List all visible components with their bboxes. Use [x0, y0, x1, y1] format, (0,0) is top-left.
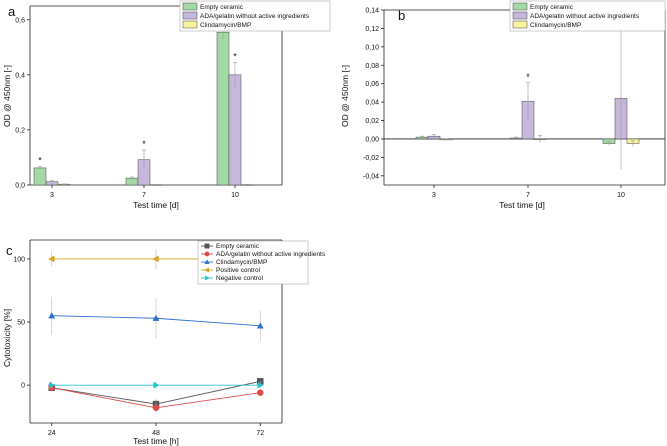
panel-a-ytick-label: 0,4 — [15, 72, 25, 79]
panel-b-legend-swatch — [512, 20, 528, 29]
panel-c-xtick-label: 48 — [152, 430, 160, 437]
panel-c-y-label: Cytotoxicity [%] — [2, 309, 12, 367]
panel-a-significance-marker: * — [233, 51, 237, 61]
panel-c-marker — [204, 267, 210, 273]
panel-c-xtick-label: 24 — [48, 430, 56, 437]
panel-c-legend-label: Empty ceramic — [216, 243, 260, 250]
panel-b-ytick-label: 0,14 — [365, 8, 379, 15]
panel-c-marker — [153, 381, 160, 389]
panel-c-marker — [204, 243, 210, 249]
panel-a-legend-label: Empty ceramic — [200, 4, 244, 11]
panel-a-significance-marker: * — [142, 139, 146, 149]
panel-c-legend-label: Clindamycin/BMP — [216, 259, 267, 266]
panel-c-xtick-label: 72 — [256, 430, 264, 437]
panel-b-legend-swatch — [512, 2, 528, 11]
panel-a-xtick-label: 3 — [50, 192, 54, 199]
panel-c-marker — [48, 255, 55, 263]
panel-b-legend-label: ADA/gelatin without active ingredients — [530, 13, 640, 20]
panel-c-legend-box — [197, 240, 309, 285]
panel-a-x-label: Test time [d] — [133, 200, 179, 210]
panel-b-x-label: Test time [d] — [499, 200, 545, 210]
panel-b-legend: Empty ceramic ADA/gelatin without active … — [509, 0, 666, 32]
panel-b-significance-marker: * — [526, 72, 530, 82]
panel-b-xtick-label: 10 — [617, 192, 625, 199]
panel-c-marker — [256, 322, 264, 329]
panel-c-marker — [257, 389, 264, 396]
panel-a-legend-label: Clindamycin/BMP — [200, 22, 251, 29]
panel-b-ytick-label: 0,12 — [365, 26, 379, 33]
panel-b-ytick-label: 0,10 — [365, 44, 379, 51]
panel-a-legend-swatch — [182, 11, 198, 20]
panel-a-bar — [216, 31, 230, 186]
panel-c-marker — [152, 255, 159, 263]
panel-a-xtick-label: 10 — [231, 192, 239, 199]
panel-c-ytick-label: 0 — [21, 383, 25, 390]
panel-b: b -0,04 -0,02 0,00 0,02 0,04 0,06 0,08 0,10 0,12… — [340, 0, 666, 210]
panel-c-legend-label: ADA/gelatin without active ingredients — [216, 251, 326, 258]
panel-c-x-label: Test time [h] — [133, 436, 179, 446]
panel-label-a: a — [8, 4, 16, 19]
panel-c-marker — [152, 314, 160, 321]
panel-a-ytick-label: 0,0 — [15, 183, 25, 190]
panel-c-marker — [204, 275, 210, 281]
panel-a-xtick-label: 7 — [142, 192, 146, 199]
panel-c-marker — [204, 251, 210, 257]
panel-c: c 0 50 100 24 48 72 Empty ceramicADA/gelatin… — [2, 239, 326, 446]
panel-b-legend-label: Empty ceramic — [530, 4, 574, 11]
panel-c-marker — [48, 312, 56, 319]
panel-a-legend-label: ADA/gelatin without active ingredients — [200, 13, 310, 20]
panel-b-ytick-label: 0,06 — [365, 81, 379, 88]
panel-a-legend-box — [179, 0, 331, 32]
panel-a-bar — [228, 74, 242, 186]
panel-c-marker — [204, 259, 210, 265]
panel-b-ytick-label: 0,02 — [365, 118, 379, 125]
panel-c-marker — [152, 404, 160, 412]
panel-b-xtick-label: 7 — [526, 192, 530, 199]
panel-b-legend-swatch — [512, 11, 528, 20]
panel-a-bar — [33, 167, 47, 186]
panel-b-y-label: OD @ 450nm [-] — [340, 65, 350, 127]
panel-c-legend-label: Negative control — [216, 275, 264, 282]
panel-c-marker — [49, 381, 56, 389]
panel-c-legend-label: Positive control — [216, 267, 261, 274]
panel-c-ytick-label: 50 — [17, 320, 25, 327]
panel-b-ytick-label: -0,02 — [363, 155, 379, 162]
panel-label-c: c — [6, 243, 13, 258]
panel-a-legend: Empty ceramic ADA/gelatin without active … — [179, 0, 331, 32]
panel-a-legend-swatch — [182, 20, 198, 29]
panel-b-ytick-label: -0,04 — [363, 173, 379, 180]
panel-b-xtick-label: 3 — [432, 192, 436, 199]
panel-b-legend-box — [509, 0, 666, 32]
panel-b-ytick-label: 0,04 — [365, 100, 379, 107]
panel-a-ytick-label: 0,6 — [15, 17, 25, 24]
panel-a-legend-swatch — [182, 2, 198, 11]
panel-a-ytick-label: 0,2 — [15, 127, 25, 134]
panel-b-ytick-label: 0,00 — [365, 136, 379, 143]
panel-label-b: b — [398, 8, 405, 23]
panel-c-marker — [257, 381, 264, 389]
panel-b-legend-label: Clindamycin/BMP — [530, 22, 581, 29]
panel-c-ytick-label: 100 — [13, 256, 25, 263]
panel-a-y-label: OD @ 450nm [-] — [2, 65, 12, 127]
panel-a-significance-marker: * — [38, 156, 42, 166]
panel-b-ytick-label: 0,08 — [365, 63, 379, 70]
